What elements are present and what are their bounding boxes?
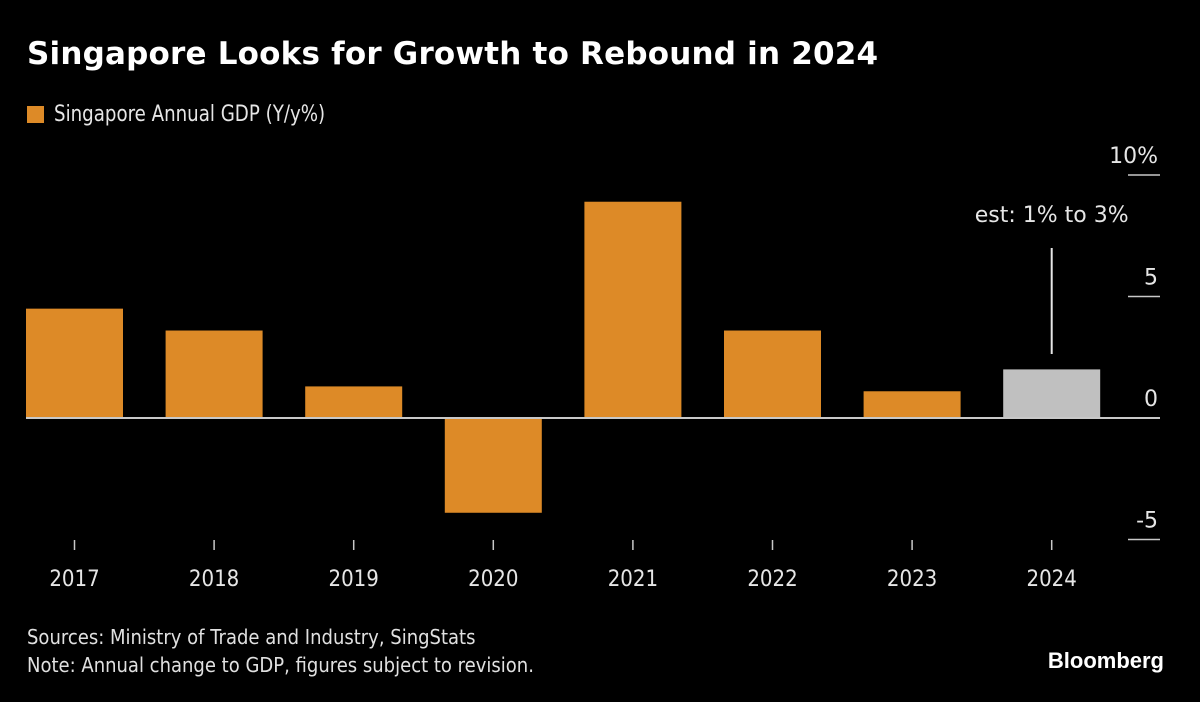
legend: Singapore Annual GDP (Y/y%)	[27, 102, 349, 127]
x-tick-label: 2018	[189, 566, 239, 591]
chart-title: Singapore Looks for Growth to Rebound in…	[27, 36, 879, 72]
x-tick-label: 2017	[49, 566, 99, 591]
bar-2024	[1003, 369, 1101, 418]
x-tick-label: 2021	[608, 566, 658, 591]
x-tick-label: 2023	[887, 566, 937, 591]
bar-2022	[724, 330, 821, 418]
y-tick-label: -5	[1136, 509, 1158, 534]
legend-swatch	[27, 106, 44, 123]
bar-2017	[26, 308, 123, 418]
annotation-label: est: 1% to 3%	[975, 203, 1129, 228]
y-tick-label: 10%	[1109, 144, 1158, 169]
bar-2023	[863, 391, 961, 418]
bar-2019	[305, 386, 403, 418]
legend-label: Singapore Annual GDP (Y/y%)	[54, 102, 326, 127]
footer: Sources: Ministry of Trade and Industry,…	[27, 623, 534, 679]
x-tick-label: 2024	[1027, 566, 1077, 591]
y-tick-label: 0	[1144, 387, 1158, 412]
note-text: Note: Annual change to GDP, figures subj…	[27, 653, 534, 677]
x-tick-label: 2022	[747, 566, 797, 591]
bloomberg-logo: Bloomberg	[1047, 648, 1164, 673]
x-tick-label: 2019	[329, 566, 379, 591]
bar-2021	[584, 201, 682, 418]
x-tick-label: 2020	[468, 566, 518, 591]
y-tick-label: 5	[1144, 266, 1158, 291]
bar-2018	[165, 330, 263, 418]
bar-2020	[444, 418, 542, 513]
sources-text: Sources: Ministry of Trade and Industry,…	[27, 625, 476, 649]
